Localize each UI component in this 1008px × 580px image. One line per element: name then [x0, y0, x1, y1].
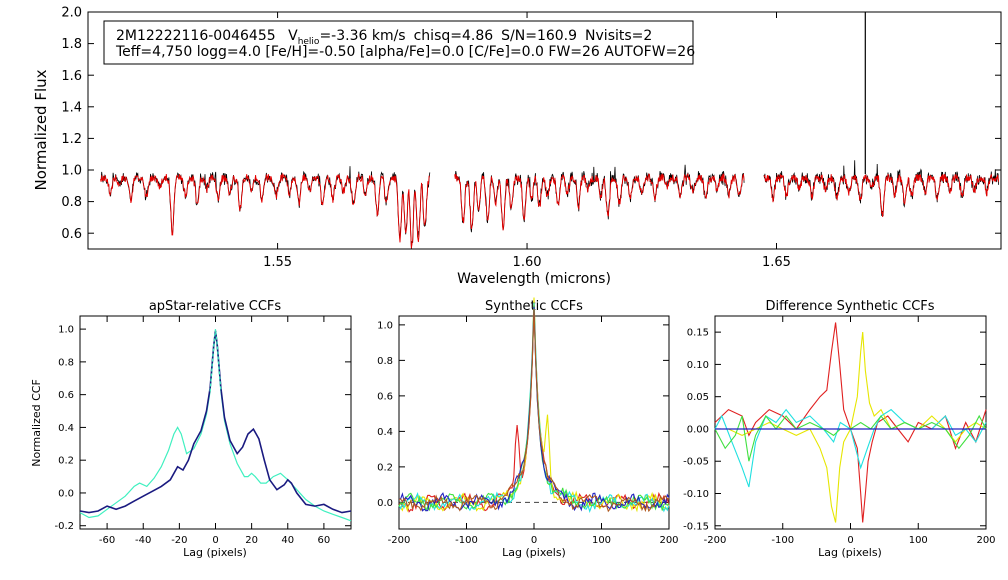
apstar-ccf-x-tick-label: 0 — [212, 535, 218, 546]
difference-ccf-x-tick-label: 0 — [847, 535, 853, 546]
difference-ccf-title: Difference Synthetic CCFs — [765, 299, 934, 314]
apstar-ccf-x-tick-label: -40 — [135, 535, 151, 546]
spectrum-x-tick-label: 1.55 — [263, 255, 292, 270]
spectrum-y-tick-label: 2.0 — [61, 6, 82, 21]
synthetic-ccf-yellow-line — [398, 297, 670, 513]
apstar-ccf-y-tick-label: 0.6 — [58, 390, 74, 401]
apstar-ccf-y-tick-label: 0.2 — [58, 456, 74, 467]
difference-ccf-red-line — [714, 322, 987, 523]
nvisits: Nvisits=2 — [585, 28, 652, 44]
spectrum-y-tick-label: 1.6 — [61, 69, 82, 84]
spectrum-x-tick-label: 1.65 — [762, 255, 791, 270]
spectrum-y-tick-label: 1.2 — [61, 132, 82, 147]
difference-ccf-yellow-line — [715, 332, 987, 523]
spectrum-y-label: Normalized Flux — [32, 69, 50, 190]
chisq: chisq=4.86 — [414, 28, 494, 44]
apstar-ccf-y-label: Normalized CCF — [30, 379, 43, 467]
synthetic-ccf-x-tick-label: 200 — [659, 535, 678, 546]
difference-ccf-panel: Difference Synthetic CCFs -200 -100 0 100 20… — [683, 299, 995, 559]
model-spectrum-line — [763, 173, 999, 218]
difference-ccf-x-tick-label: 100 — [909, 535, 928, 546]
difference-ccf-x-tick-label: 200 — [976, 535, 995, 546]
apstar-ccf-x-tick-label: 20 — [245, 535, 258, 546]
difference-ccf-y-tick-label: -0.05 — [683, 457, 709, 468]
synthetic-ccf-green-line — [398, 305, 670, 512]
vhelio-v: V — [288, 28, 298, 44]
apstar-ccf-y-tick-label: 0.4 — [58, 423, 74, 434]
spectrum-y-tick-label: 1.4 — [61, 100, 82, 115]
apstar-ccf-y-tick-label: 0.8 — [58, 357, 74, 368]
apstar-ccf-panel: apStar-relative CCFs -60 -40 -20 0 20 40 60 -0.… — [30, 299, 352, 559]
info-line-1: 2M12222116-0046455 Vhelio=-3.36 km/s chis… — [116, 28, 652, 47]
apstar-ccf-frame — [79, 315, 352, 530]
observed-spectrum-line — [454, 164, 745, 233]
synthetic-ccf-cyan-line — [398, 302, 670, 514]
apstar-ccf-green-line — [79, 330, 352, 522]
apstar-ccf-dashed-line — [209, 329, 222, 392]
info-line-2: Teff=4,750 logg=4.0 [Fe/H]=-0.50 [alpha/… — [115, 44, 695, 60]
synthetic-ccf-panel: Synthetic CCFs -200 -100 0 100 2000.00.20.40… — [377, 297, 679, 559]
difference-ccf-y-tick-label: -0.10 — [683, 489, 709, 500]
apstar-ccf-x-tick-label: -60 — [99, 535, 115, 546]
vhelio-value: =-3.36 km/s — [319, 28, 405, 44]
apstar-ccf-navy-line — [79, 330, 352, 514]
difference-ccf-y-tick-label: 0.10 — [687, 360, 709, 371]
synthetic-ccf-y-tick-label: 1.0 — [377, 320, 393, 331]
snr: S/N=160.9 — [501, 28, 577, 44]
apstar-ccf-x-tick-label: 60 — [318, 535, 331, 546]
synthetic-ccf-y-tick-label: 0.8 — [377, 356, 393, 367]
synthetic-ccf-x-tick-label: 100 — [592, 535, 611, 546]
spectrum-y-tick-label: 0.8 — [61, 195, 82, 210]
synthetic-ccf-x-tick-label: -100 — [455, 535, 478, 546]
spectrum-panel: 1.55 1.60 1.65 0.6 0.8 1.0 1.2 1.4 1.6 1.8 2.0 Nor… — [32, 6, 1002, 287]
vhelio-sub: helio — [298, 37, 320, 47]
synthetic-ccf-y-tick-label: 0.4 — [377, 427, 393, 438]
synthetic-ccf-x-label: Lag (pixels) — [502, 546, 566, 559]
synthetic-ccf-red-line — [398, 299, 670, 513]
synthetic-ccf-y-tick-label: 0.0 — [377, 498, 393, 509]
apstar-ccf-title: apStar-relative CCFs — [149, 299, 282, 314]
apstar-ccf-x-tick-label: 40 — [281, 535, 294, 546]
synthetic-ccf-y-tick-label: 0.6 — [377, 391, 393, 402]
difference-ccf-y-tick-label: 0.15 — [687, 328, 709, 339]
spectrum-x-tick-label: 1.60 — [513, 255, 542, 270]
difference-ccf-x-tick-label: -200 — [704, 535, 727, 546]
difference-ccf-y-tick-label: 0.00 — [687, 424, 709, 435]
apstar-ccf-y-tick-label: 1.0 — [58, 325, 74, 336]
difference-ccf-y-tick-label: -0.15 — [683, 521, 709, 532]
spectrum-x-label: Wavelength (microns) — [457, 271, 611, 287]
synthetic-ccf-x-tick-label: -200 — [388, 535, 411, 546]
spectrum-y-tick-label: 0.6 — [61, 227, 82, 242]
difference-ccf-y-tick-label: 0.05 — [687, 392, 709, 403]
apstar-ccf-x-tick-label: -20 — [171, 535, 187, 546]
synthetic-ccf-blue-line — [398, 306, 670, 512]
apstar-ccf-y-tick-label: 0.0 — [58, 488, 74, 499]
info-box — [103, 20, 694, 65]
apstar-ccf-y-tick-label: -0.2 — [54, 521, 74, 532]
synthetic-ccf-x-tick-label: 0 — [531, 535, 537, 546]
difference-ccf-x-label: Lag (pixels) — [818, 546, 882, 559]
synthetic-ccf-brown-line — [398, 308, 670, 513]
difference-ccf-cyan-line — [714, 408, 987, 488]
model-spectrum-line — [100, 172, 430, 249]
apstar-ccf-x-label: Lag (pixels) — [183, 546, 247, 559]
model-spectrum-line — [454, 172, 745, 231]
difference-ccf-x-tick-label: -100 — [771, 535, 794, 546]
synthetic-ccf-y-tick-label: 0.2 — [377, 462, 393, 473]
spectrum-frame — [87, 11, 1002, 250]
spectrum-y-tick-label: 1.8 — [61, 37, 82, 52]
star-id: 2M12222116-0046455 — [116, 28, 276, 44]
spectrum-y-tick-label: 1.0 — [61, 164, 82, 179]
